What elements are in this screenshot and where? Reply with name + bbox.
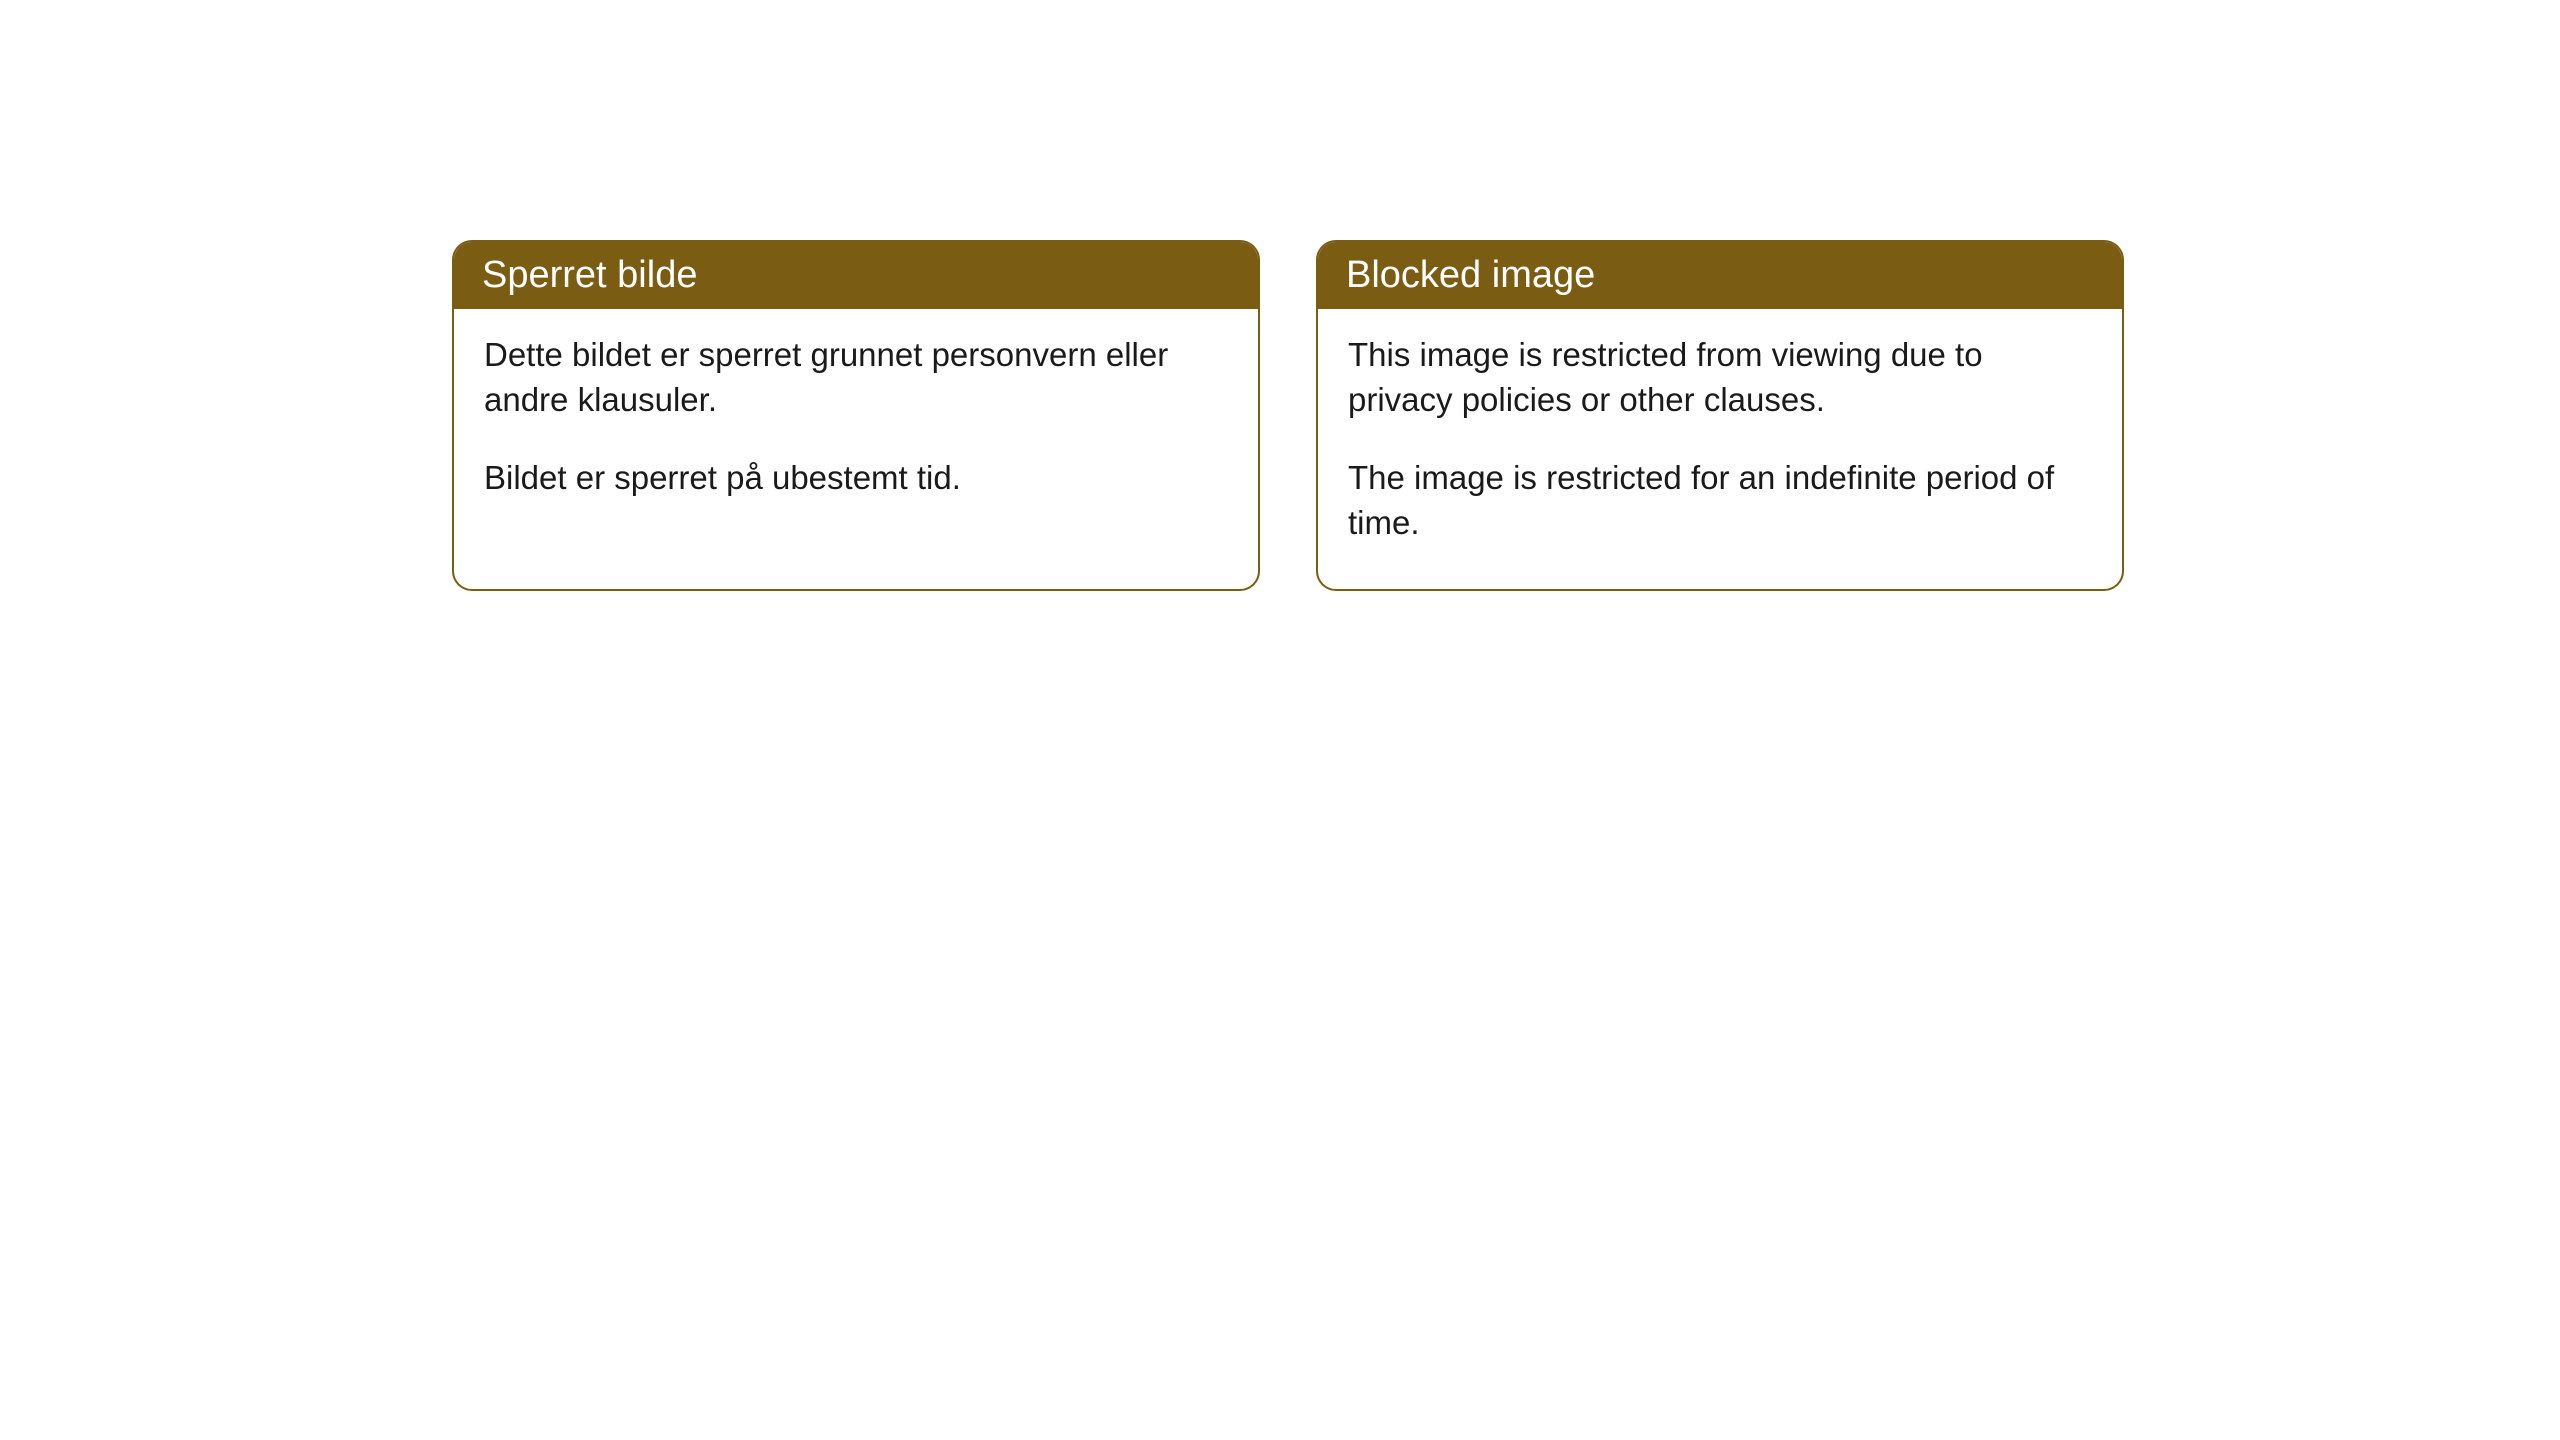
- card-paragraph: Dette bildet er sperret grunnet personve…: [484, 333, 1228, 422]
- card-body: Dette bildet er sperret grunnet personve…: [454, 309, 1258, 545]
- card-body: This image is restricted from viewing du…: [1318, 309, 2122, 589]
- cards-container: Sperret bilde Dette bildet er sperret gr…: [0, 0, 2560, 591]
- card-english: Blocked image This image is restricted f…: [1316, 240, 2124, 591]
- card-title: Blocked image: [1346, 254, 1595, 296]
- card-paragraph: The image is restricted for an indefinit…: [1348, 456, 2092, 545]
- card-title: Sperret bilde: [482, 254, 697, 296]
- card-header: Sperret bilde: [454, 242, 1258, 309]
- card-header: Blocked image: [1318, 242, 2122, 309]
- card-paragraph: Bildet er sperret på ubestemt tid.: [484, 456, 1228, 501]
- card-paragraph: This image is restricted from viewing du…: [1348, 333, 2092, 422]
- card-norwegian: Sperret bilde Dette bildet er sperret gr…: [452, 240, 1260, 591]
